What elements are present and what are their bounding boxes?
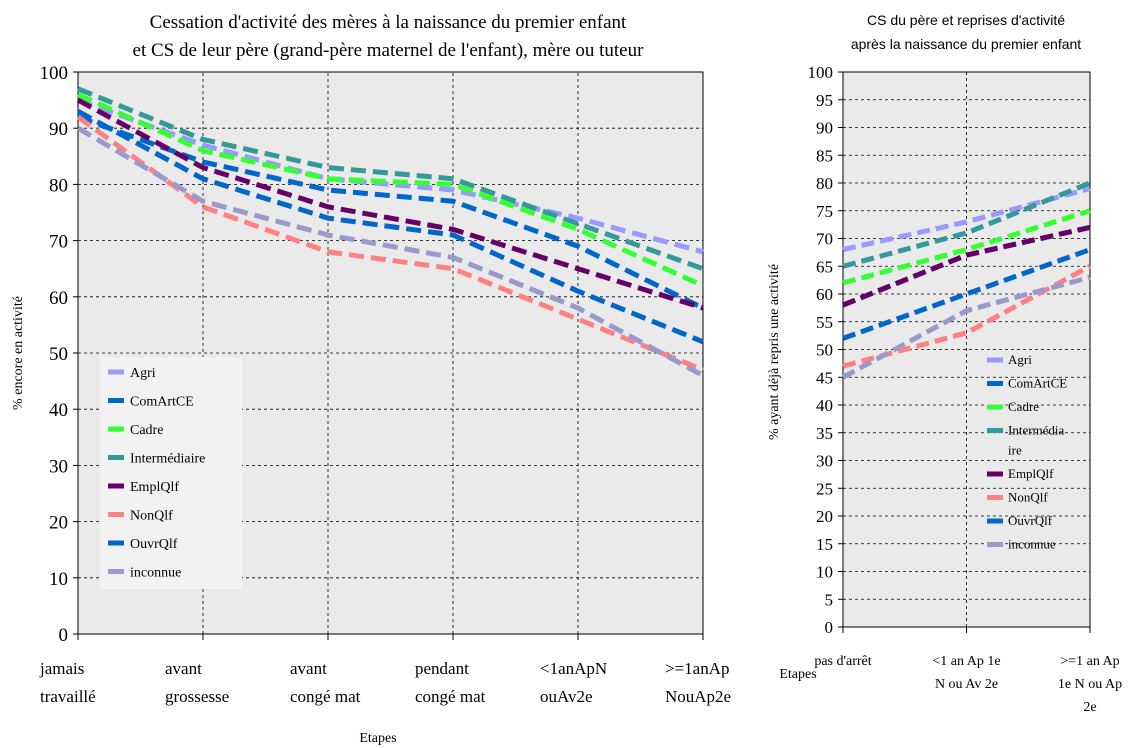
left-series-line-emplqlf <box>76 97 704 311</box>
right-y-tick-label: 65 <box>816 257 833 276</box>
right-legend-label-ouvrqlf: OuvrQlf <box>1008 513 1053 528</box>
right-y-tick-label: 25 <box>816 479 833 498</box>
left-legend-label-nonqlf: NonQlf <box>130 509 173 524</box>
right-y-tick-label: 55 <box>816 313 833 332</box>
right-y-tick-label: 45 <box>816 368 833 387</box>
left-y-tick-label: 80 <box>49 175 68 196</box>
left-y-tick-label: 40 <box>49 400 68 421</box>
right-x-category-labels: pas d'arrêt <1 an Ap 1e N ou Av 2e >=1 an A… <box>814 654 1122 715</box>
left-x-category-labels: jamais travaillé avant grossesse avant congé … <box>39 659 731 706</box>
left-legend-label-comartce: ComArtCE <box>130 395 194 410</box>
right-series-line-emplqlf <box>842 224 1091 308</box>
right-x-category-label: >=1 an Ap 1e N ou Ap 2e <box>1058 654 1122 715</box>
right-chart-title-line2: après la naissance du premier enfant <box>851 36 1081 52</box>
left-y-tick-label: 20 <box>49 513 68 534</box>
left-y-axis-label: % encore en activité <box>11 296 26 410</box>
left-y-tick-label: 100 <box>40 63 69 84</box>
left-series-line-ouvrqlf <box>76 109 704 345</box>
left-chart-title-line2: et CS de leur père (grand-père maternel … <box>133 40 645 61</box>
right-y-tick-label: 100 <box>808 63 834 82</box>
left-x-category-label: <1anApN ouAv2e <box>540 659 607 706</box>
right-y-tick-label: 30 <box>816 452 833 471</box>
right-series-line-ouvrqlf <box>842 247 1091 341</box>
right-chart-title-line1: CS du père et reprises d'activité <box>867 12 1065 28</box>
left-series-line-inconnue <box>76 126 705 378</box>
right-y-tick-label: 5 <box>825 590 834 609</box>
right-y-tick-label: 40 <box>816 396 833 415</box>
left-legend-label-intermediaire: Intermédiaire <box>130 452 205 467</box>
right-legend: Agri ComArtCE Cadre Intermédia ire EmplQlf Non… <box>987 352 1067 552</box>
left-legend-label-emplqlf: EmplQlf <box>130 480 179 495</box>
right-y-tick-label: 50 <box>816 341 833 360</box>
left-legend-box <box>100 357 242 589</box>
right-legend-label-intermediaire: Intermédia ire <box>1008 423 1065 458</box>
left-y-tick-labels: 0 10 20 30 40 50 60 70 80 90 100 <box>40 63 69 646</box>
right-x-category-label: pas d'arrêt <box>814 654 871 669</box>
right-y-tick-label: 70 <box>816 230 833 249</box>
right-series-line-cadre <box>842 208 1091 286</box>
left-y-tick-label: 70 <box>49 232 68 253</box>
right-y-tick-label: 95 <box>816 91 833 110</box>
left-x-category-label: avant congé mat <box>290 659 361 706</box>
right-legend-label-nonqlf: NonQlf <box>1008 490 1048 505</box>
left-y-tick-label: 30 <box>49 456 68 477</box>
left-legend-label-agri: Agri <box>130 366 156 381</box>
left-legend-label-inconnue: inconnue <box>130 566 181 581</box>
right-y-tick-label: 20 <box>816 507 833 526</box>
left-legend-label-cadre: Cadre <box>130 423 163 438</box>
right-legend-label-cadre: Cadre <box>1008 399 1039 414</box>
right-y-tick-label: 0 <box>825 618 834 637</box>
left-y-tick-label: 0 <box>59 625 69 646</box>
right-y-tick-label: 10 <box>816 563 833 582</box>
right-y-axis-label: % ayant déjà repris une activité <box>767 264 782 440</box>
left-series-line-agri <box>77 97 704 255</box>
right-legend-label-inconnue: inconnue <box>1008 537 1056 552</box>
right-y-tick-label: 90 <box>816 119 833 138</box>
right-y-tick-label: 15 <box>816 535 833 554</box>
left-series-line-intermediaire <box>77 86 704 272</box>
left-series-line-cadre <box>76 92 705 288</box>
left-x-category-label: jamais travaillé <box>39 659 96 706</box>
left-legend: Agri ComArtCE Cadre Intermédiaire EmplQlf Non… <box>100 357 242 589</box>
right-series-line-inconnue <box>841 274 1091 380</box>
right-series-lines <box>841 180 1092 380</box>
left-y-tick-label: 50 <box>49 344 68 365</box>
right-legend-label-comartce: ComArtCE <box>1008 376 1067 391</box>
left-y-tick-label: 60 <box>49 288 68 309</box>
right-series-line-intermediaire <box>842 180 1091 269</box>
right-y-tick-label: 60 <box>816 285 833 304</box>
left-legend-label-ouvrqlf: OuvrQlf <box>130 537 178 552</box>
right-y-tick-label: 35 <box>816 424 833 443</box>
right-y-tick-label: 75 <box>816 202 833 221</box>
right-chart: CS du père et reprises d'activité après … <box>767 12 1122 715</box>
left-x-category-label: pendant congé mat <box>415 659 486 706</box>
left-x-axis-label: Etapes <box>359 731 396 746</box>
left-x-category-label: avant grossesse <box>165 659 229 706</box>
right-x-category-label: <1 an Ap 1e N ou Av 2e <box>932 654 1000 692</box>
right-x-axis-label: Etapes <box>779 667 816 682</box>
left-y-tick-label: 90 <box>49 119 68 140</box>
left-x-category-label: >=1anAp NouAp2e <box>665 659 731 706</box>
left-series-lines <box>76 86 705 378</box>
left-chart-title-line1: Cessation d'activité des mères à la nais… <box>150 12 627 33</box>
right-y-tick-labels: 0 5 10 15 20 25 30 35 40 45 50 55 60 65 70 75 80 85 90 95 10… <box>808 63 834 637</box>
right-legend-label-agri: Agri <box>1008 352 1032 367</box>
left-y-tick-label: 10 <box>49 569 68 590</box>
right-y-tick-label: 85 <box>816 146 833 165</box>
right-legend-label-emplqlf: EmplQlf <box>1008 466 1054 481</box>
left-chart: Cessation d'activité des mères à la nais… <box>11 12 731 746</box>
right-y-tick-label: 80 <box>816 174 833 193</box>
